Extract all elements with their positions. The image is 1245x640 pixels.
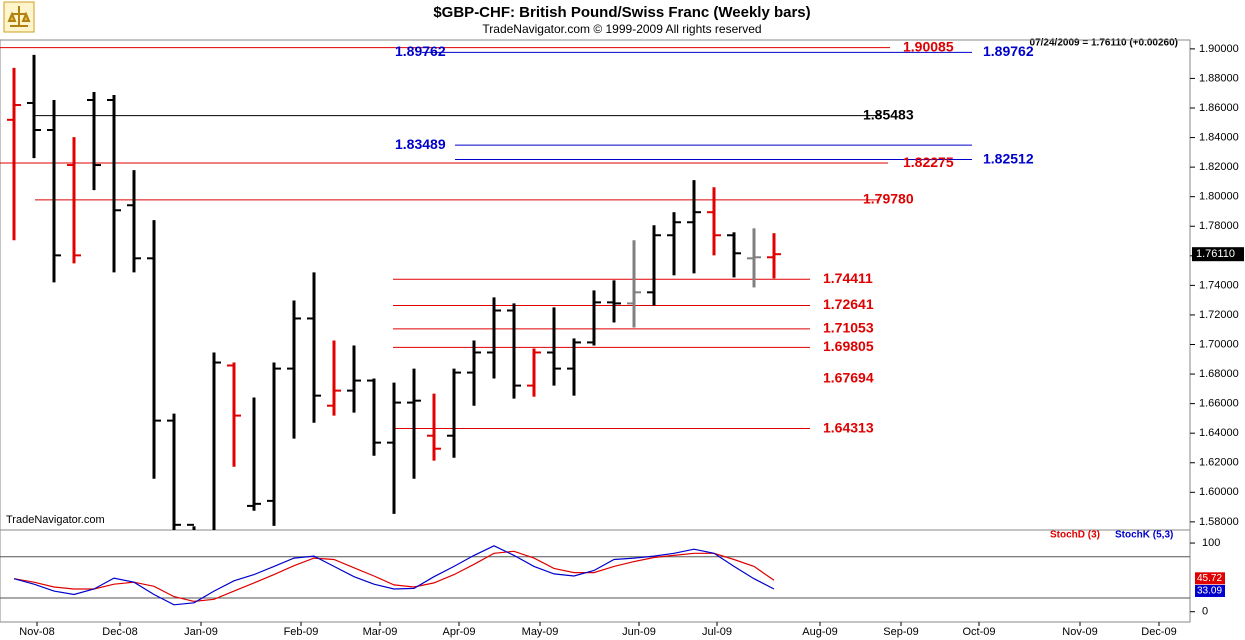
y-tick-label: 1.74000 (1199, 279, 1239, 291)
last-price-box (1192, 247, 1244, 262)
x-tick-label: Sep-09 (883, 626, 918, 638)
y-tick-label: 1.72000 (1199, 309, 1239, 321)
y-tick-label: 1.86000 (1199, 102, 1239, 114)
level-label: 1.89762 (395, 43, 446, 59)
stoch-line (13, 550, 775, 603)
level-label: 1.90085 (903, 38, 954, 54)
x-tick-label: Jun-09 (622, 626, 656, 638)
y-tick-label: 1.88000 (1199, 72, 1239, 84)
x-tick-label: Nov-08 (19, 626, 54, 638)
x-tick-label: Feb-09 (284, 626, 319, 638)
y-tick-label: 1.60000 (1199, 486, 1239, 498)
last-info: 07/24/2009 = 1.76110 (+0.00260) (1030, 38, 1178, 49)
x-tick-label: Oct-09 (962, 626, 995, 638)
level-label: 1.74411 (823, 270, 873, 286)
logo (3, 1, 35, 33)
level-label: 1.79780 (863, 191, 914, 207)
chart-subtitle: TradeNavigator.com © 1999-2009 All right… (482, 22, 761, 36)
y-tick-label: 1.66000 (1199, 398, 1239, 410)
stoch-frame (0, 529, 1191, 623)
y-tick-label: 1.62000 (1199, 457, 1239, 469)
x-tick-label: May-09 (522, 626, 559, 638)
y-tick-label: 100 (1202, 537, 1220, 549)
last-value-label: 45.72 (1197, 573, 1222, 584)
level-label: 1.64313 (823, 419, 874, 435)
last-value-box (1195, 584, 1225, 597)
stoch-line (13, 545, 775, 606)
y-tick-label: 1.78000 (1199, 220, 1239, 232)
last-value-label: 33.09 (1197, 586, 1222, 597)
price-plot (0, 47, 972, 530)
watermark: TradeNavigator.com (6, 514, 105, 526)
level-label: 1.72641 (823, 296, 874, 312)
level-label: 1.82275 (903, 154, 954, 170)
y-tick-label: 1.80000 (1199, 191, 1239, 203)
x-tick-label: Jan-09 (184, 626, 218, 638)
legend-entry: StochK (5,3) (1115, 530, 1173, 541)
level-label: 1.85483 (863, 106, 914, 122)
x-tick-label: Aug-09 (802, 626, 837, 638)
x-tick-label: Apr-09 (442, 626, 475, 638)
x-tick-label: Dec-09 (1141, 626, 1176, 638)
level-label: 1.83489 (395, 136, 446, 152)
y-tick-label: 0 (1202, 606, 1208, 618)
level-label: 1.71053 (823, 320, 874, 336)
chart-title: $GBP-CHF: British Pound/Swiss Franc (Wee… (433, 4, 810, 21)
x-tick-label: Dec-08 (102, 626, 137, 638)
y-tick-label: 1.84000 (1199, 131, 1239, 143)
x-tick-label: Mar-09 (363, 626, 398, 638)
x-tick-label: Nov-09 (1062, 626, 1097, 638)
y-tick-label: 1.68000 (1199, 368, 1239, 380)
level-label: 1.69805 (823, 338, 874, 354)
last-value-box (1195, 572, 1225, 585)
stoch-plot (0, 545, 1190, 606)
last-price-label: 1.76110 (1196, 248, 1235, 260)
level-label: 1.89762 (983, 43, 1034, 59)
level-label: 1.67694 (823, 369, 874, 385)
y-tick-label: 1.64000 (1199, 427, 1239, 439)
y-tick-label: 1.70000 (1199, 338, 1239, 350)
y-tick-label: 1.58000 (1199, 516, 1239, 528)
y-tick-label: 1.82000 (1199, 161, 1239, 173)
x-tick-label: Jul-09 (702, 626, 732, 638)
legend-entry: StochD (3) (1050, 530, 1100, 541)
y-tick-label: 1.90000 (1199, 43, 1239, 55)
axes: 1.58000 1.60000 1.62000 1.64000 1.66000 1.680… (19, 38, 1244, 638)
level-label: 1.82512 (983, 150, 1034, 166)
